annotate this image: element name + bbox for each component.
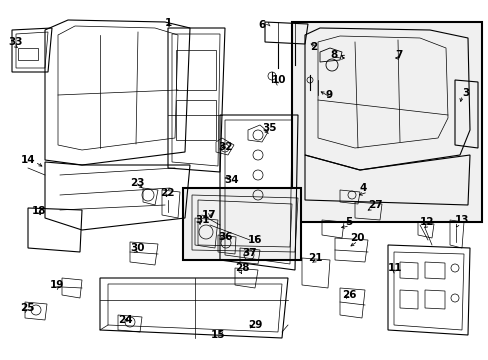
Text: 16: 16 (247, 235, 262, 245)
Text: 19: 19 (50, 280, 64, 290)
Text: 12: 12 (419, 217, 434, 227)
Text: 9: 9 (325, 90, 331, 100)
Text: 36: 36 (218, 232, 232, 242)
Text: 27: 27 (367, 200, 382, 210)
Text: 35: 35 (262, 123, 276, 133)
Text: 18: 18 (32, 206, 46, 216)
Text: 2: 2 (309, 42, 317, 52)
Text: 6: 6 (258, 20, 264, 30)
Text: 30: 30 (130, 243, 144, 253)
Text: 33: 33 (8, 37, 22, 47)
Text: 24: 24 (118, 315, 132, 325)
Text: 32: 32 (218, 142, 232, 152)
Text: 34: 34 (224, 175, 238, 185)
Text: 7: 7 (394, 50, 402, 60)
Text: 14: 14 (20, 155, 35, 165)
Text: 21: 21 (307, 253, 322, 263)
Text: 10: 10 (271, 75, 286, 85)
Text: 28: 28 (235, 263, 249, 273)
Text: 23: 23 (130, 178, 144, 188)
Text: 13: 13 (454, 215, 468, 225)
Text: 8: 8 (329, 50, 337, 60)
Bar (297, 28, 409, 108)
Text: 15: 15 (210, 330, 225, 340)
Text: 20: 20 (349, 233, 364, 243)
Text: 4: 4 (359, 183, 366, 193)
Text: 22: 22 (160, 188, 174, 198)
Bar (291, 22, 481, 222)
Bar (183, 188, 301, 260)
Text: 29: 29 (247, 320, 262, 330)
Text: 11: 11 (387, 263, 402, 273)
Text: 37: 37 (242, 248, 256, 258)
Text: 31: 31 (195, 215, 209, 225)
Text: 25: 25 (20, 303, 35, 313)
Text: 1: 1 (164, 18, 171, 28)
Text: 26: 26 (341, 290, 356, 300)
Text: 17: 17 (202, 210, 216, 220)
Text: 5: 5 (345, 217, 351, 227)
Text: 3: 3 (461, 88, 468, 98)
